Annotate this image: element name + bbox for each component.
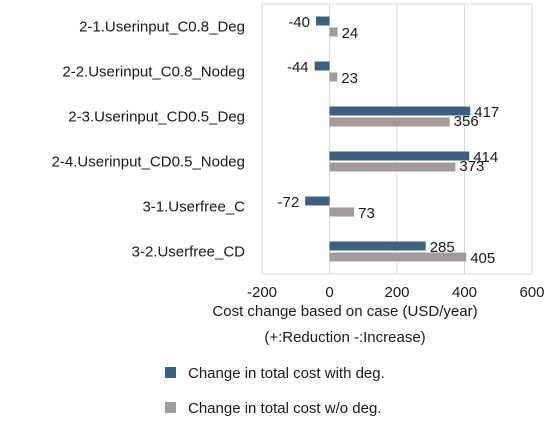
bar-with-deg xyxy=(329,241,426,251)
x-tick-label: 0 xyxy=(325,284,333,301)
data-label: 73 xyxy=(358,205,375,222)
x-axis-title-group: Cost change based on case (USD/year) (+:R… xyxy=(212,303,477,346)
bar-without-deg xyxy=(329,72,338,82)
legend-swatch-without-deg xyxy=(165,402,176,413)
data-label: -40 xyxy=(288,14,310,31)
bar-without-deg xyxy=(329,252,467,262)
legend: Change in total cost with deg. Change in … xyxy=(165,365,385,417)
data-label: 285 xyxy=(430,239,455,256)
category-label: 2-4.Userinput_CD0.5_Nodeg xyxy=(52,154,245,171)
data-label: 356 xyxy=(454,113,479,130)
grid-lines xyxy=(329,4,533,274)
category-label: 2-1.Userinput_C0.8_Deg xyxy=(79,19,245,36)
legend-label-without-deg: Change in total cost w/o deg. xyxy=(188,400,381,417)
bar-with-deg xyxy=(305,196,330,206)
bar-without-deg xyxy=(329,207,355,217)
bar-with-deg xyxy=(314,61,330,71)
bar-without-deg xyxy=(329,162,456,172)
x-tick-label: 200 xyxy=(384,284,409,301)
data-label: 24 xyxy=(342,25,359,42)
x-tick-label: -200 xyxy=(247,284,277,301)
category-label: 3-1.Userfree_C xyxy=(142,199,245,216)
bar-without-deg xyxy=(329,27,338,37)
legend-swatch-with-deg xyxy=(165,367,176,378)
x-tick-labels-group: -200 0 200 400 600 xyxy=(247,284,545,301)
category-label: 3-2.Userfree_CD xyxy=(132,244,246,261)
data-label: 373 xyxy=(459,158,484,175)
bar-without-deg xyxy=(329,117,450,127)
data-label: -72 xyxy=(278,194,300,211)
x-axis-title: Cost change based on case (USD/year) xyxy=(212,303,477,320)
bar-with-deg xyxy=(329,106,471,116)
x-tick-label: 600 xyxy=(519,284,544,301)
data-label: -44 xyxy=(287,59,309,76)
data-label: 23 xyxy=(341,70,358,87)
data-label: 405 xyxy=(470,250,495,267)
x-tick-label: 400 xyxy=(452,284,477,301)
x-axis-subtitle: (+:Reduction -:Increase) xyxy=(264,329,425,346)
category-label: 2-3.Userinput_CD0.5_Deg xyxy=(68,109,245,126)
bar-with-deg xyxy=(316,16,330,26)
category-label: 2-2.Userinput_C0.8_Nodeg xyxy=(62,64,245,81)
bars-group xyxy=(305,16,471,262)
category-labels-group: 2-1.Userinput_C0.8_Deg 2-2.Userinput_C0.8… xyxy=(52,19,246,261)
legend-label-with-deg: Change in total cost with deg. xyxy=(188,365,385,382)
bar-with-deg xyxy=(329,151,470,161)
data-label: 417 xyxy=(474,104,499,121)
data-label: 414 xyxy=(473,149,498,166)
